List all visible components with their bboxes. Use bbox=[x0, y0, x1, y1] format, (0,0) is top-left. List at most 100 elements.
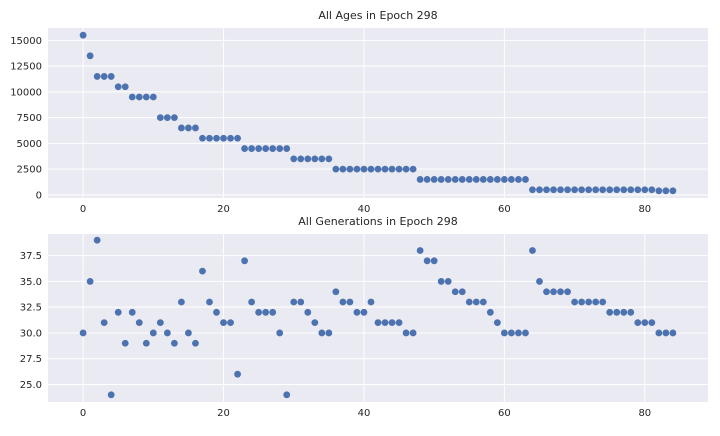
data-point bbox=[564, 288, 571, 296]
data-point bbox=[522, 329, 529, 337]
chart-title: All Generations in Epoch 298 bbox=[298, 215, 457, 228]
data-point bbox=[669, 187, 677, 195]
data-point bbox=[325, 155, 333, 163]
data-point bbox=[248, 145, 256, 152]
data-point bbox=[585, 186, 593, 194]
x-tick-label: 40 bbox=[358, 408, 371, 419]
data-point bbox=[557, 186, 564, 194]
data-point bbox=[578, 298, 586, 306]
data-point bbox=[149, 93, 157, 101]
x-tick-label: 80 bbox=[638, 408, 651, 419]
data-point bbox=[416, 247, 424, 254]
data-point bbox=[290, 155, 298, 163]
data-point bbox=[353, 308, 361, 316]
y-tick-label: 27.5 bbox=[20, 354, 42, 365]
data-point bbox=[206, 134, 213, 142]
x-tick-label: 20 bbox=[217, 408, 230, 419]
y-tick-label: 32.5 bbox=[20, 303, 42, 314]
data-point bbox=[529, 186, 536, 194]
data-point bbox=[142, 339, 150, 347]
data-point bbox=[227, 134, 234, 142]
data-point bbox=[458, 288, 466, 296]
data-point bbox=[500, 176, 508, 183]
data-point bbox=[234, 370, 241, 378]
data-point bbox=[121, 339, 129, 347]
data-point bbox=[606, 186, 614, 194]
data-point bbox=[86, 278, 94, 285]
chart-panel-2: 25.0 27.5 30.0 32.5 35.0 37.5 0 20 40 60 80 All Gen… bbox=[20, 215, 708, 419]
data-point bbox=[592, 186, 600, 194]
y-tick-label: 37.5 bbox=[20, 251, 42, 262]
data-point bbox=[465, 298, 473, 306]
data-point bbox=[304, 308, 312, 316]
y-tick-label: 12500 bbox=[10, 62, 42, 73]
x-tick-label: 80 bbox=[638, 204, 651, 215]
data-point bbox=[451, 176, 459, 183]
data-point bbox=[332, 288, 340, 296]
data-point bbox=[107, 391, 115, 399]
data-point bbox=[599, 298, 607, 306]
data-point bbox=[185, 124, 192, 132]
data-point bbox=[430, 176, 438, 183]
data-point bbox=[283, 145, 291, 152]
data-point bbox=[199, 267, 206, 275]
data-point bbox=[381, 165, 389, 173]
data-point bbox=[318, 155, 326, 163]
data-point bbox=[353, 165, 361, 173]
data-point bbox=[241, 145, 248, 152]
x-tick-label: 60 bbox=[498, 204, 511, 215]
data-point bbox=[170, 114, 178, 122]
data-point bbox=[142, 93, 150, 101]
data-point bbox=[620, 308, 628, 316]
data-point bbox=[93, 236, 101, 244]
y-tick-label: 0 bbox=[36, 190, 42, 201]
data-point bbox=[634, 186, 642, 194]
data-point bbox=[529, 247, 536, 254]
data-point bbox=[213, 308, 220, 316]
data-point bbox=[564, 186, 571, 194]
data-point bbox=[128, 308, 136, 316]
data-point bbox=[79, 31, 87, 39]
data-point bbox=[178, 298, 185, 306]
data-point bbox=[627, 186, 635, 194]
data-point bbox=[185, 329, 192, 337]
data-point bbox=[220, 319, 227, 327]
data-point bbox=[206, 298, 213, 306]
data-point bbox=[192, 124, 199, 132]
data-point bbox=[585, 298, 593, 306]
data-point bbox=[269, 308, 277, 316]
x-tick-label: 40 bbox=[358, 204, 371, 215]
data-point bbox=[290, 298, 298, 306]
data-point bbox=[486, 308, 494, 316]
data-point bbox=[423, 257, 431, 265]
data-point bbox=[135, 319, 143, 327]
y-tick-label: 15000 bbox=[10, 36, 42, 47]
data-point bbox=[655, 329, 663, 337]
data-point bbox=[437, 176, 445, 183]
data-point bbox=[79, 329, 87, 337]
data-point bbox=[262, 308, 270, 316]
data-point bbox=[388, 165, 396, 173]
y-tick-label: 10000 bbox=[10, 87, 42, 98]
data-point bbox=[641, 186, 649, 194]
data-point bbox=[395, 319, 403, 327]
chart-panel-1: 0 2500 5000 7500 10000 12500 15000 0 20 40 60 80 All… bbox=[10, 9, 708, 215]
data-point bbox=[465, 176, 473, 183]
data-point bbox=[374, 319, 382, 327]
data-point bbox=[508, 176, 515, 183]
data-point bbox=[627, 308, 635, 316]
chart-title: All Ages in Epoch 298 bbox=[318, 9, 437, 22]
data-point bbox=[360, 308, 368, 316]
data-point bbox=[234, 134, 241, 142]
data-point bbox=[114, 83, 122, 91]
x-tick-label: 20 bbox=[217, 204, 230, 215]
data-point bbox=[346, 165, 354, 173]
data-point bbox=[325, 329, 333, 337]
data-point bbox=[606, 308, 614, 316]
data-point bbox=[241, 257, 248, 265]
data-point bbox=[571, 186, 578, 194]
data-point bbox=[578, 186, 586, 194]
data-point bbox=[170, 339, 178, 347]
data-point bbox=[156, 114, 164, 122]
data-point bbox=[121, 83, 129, 91]
